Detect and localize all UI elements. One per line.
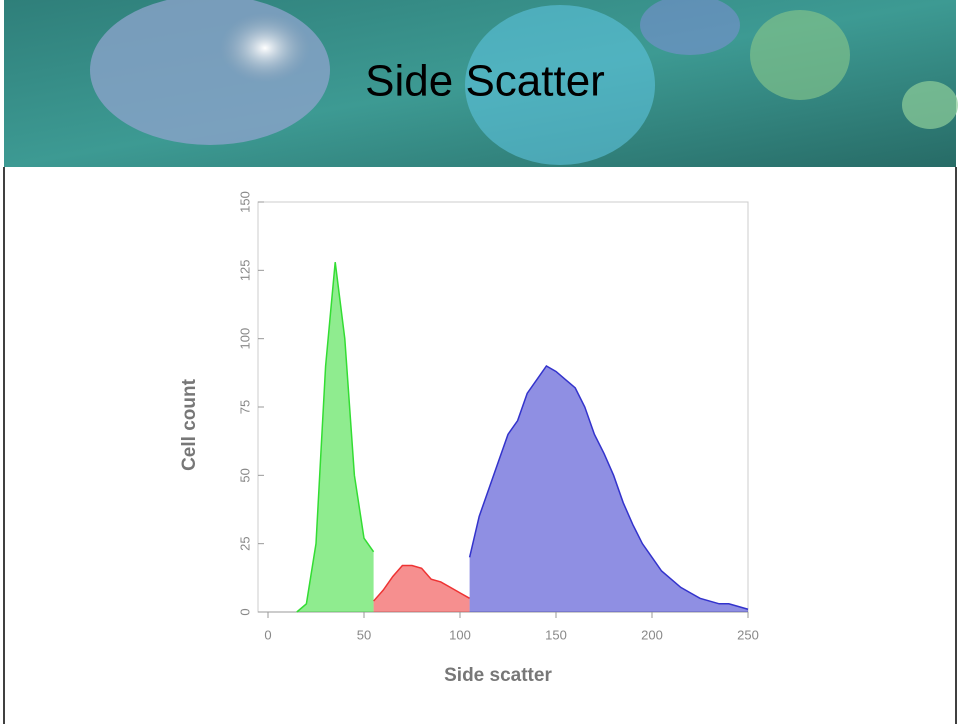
x-tick-label: 0 (264, 627, 271, 642)
x-tick-label: 50 (357, 627, 371, 642)
area-fill (374, 566, 470, 612)
y-tick-label: 0 (237, 608, 252, 615)
x-tick-label: 100 (449, 627, 471, 642)
area-fill (297, 262, 374, 612)
y-tick-label: 150 (237, 191, 252, 213)
slide: Side Scatter Side scatter Cell count 0 25… (0, 0, 960, 724)
y-tick-label: 25 (237, 536, 252, 550)
x-tick-label: 200 (641, 627, 663, 642)
y-tick-label: 125 (237, 259, 252, 281)
x-tick-label: 250 (737, 627, 759, 642)
x-tick-label: 150 (545, 627, 567, 642)
chart: Side Scatter Side scatter Cell count 0 25… (0, 0, 960, 724)
area-fill (470, 366, 748, 612)
y-tick-label: 100 (237, 328, 252, 350)
y-tick-label: 50 (237, 468, 252, 482)
y-axis-label: Cell count (179, 378, 200, 471)
slide-title: Side Scatter (365, 57, 605, 106)
y-tick-label: 75 (237, 400, 252, 414)
x-axis-label: Side scatter (444, 665, 552, 686)
